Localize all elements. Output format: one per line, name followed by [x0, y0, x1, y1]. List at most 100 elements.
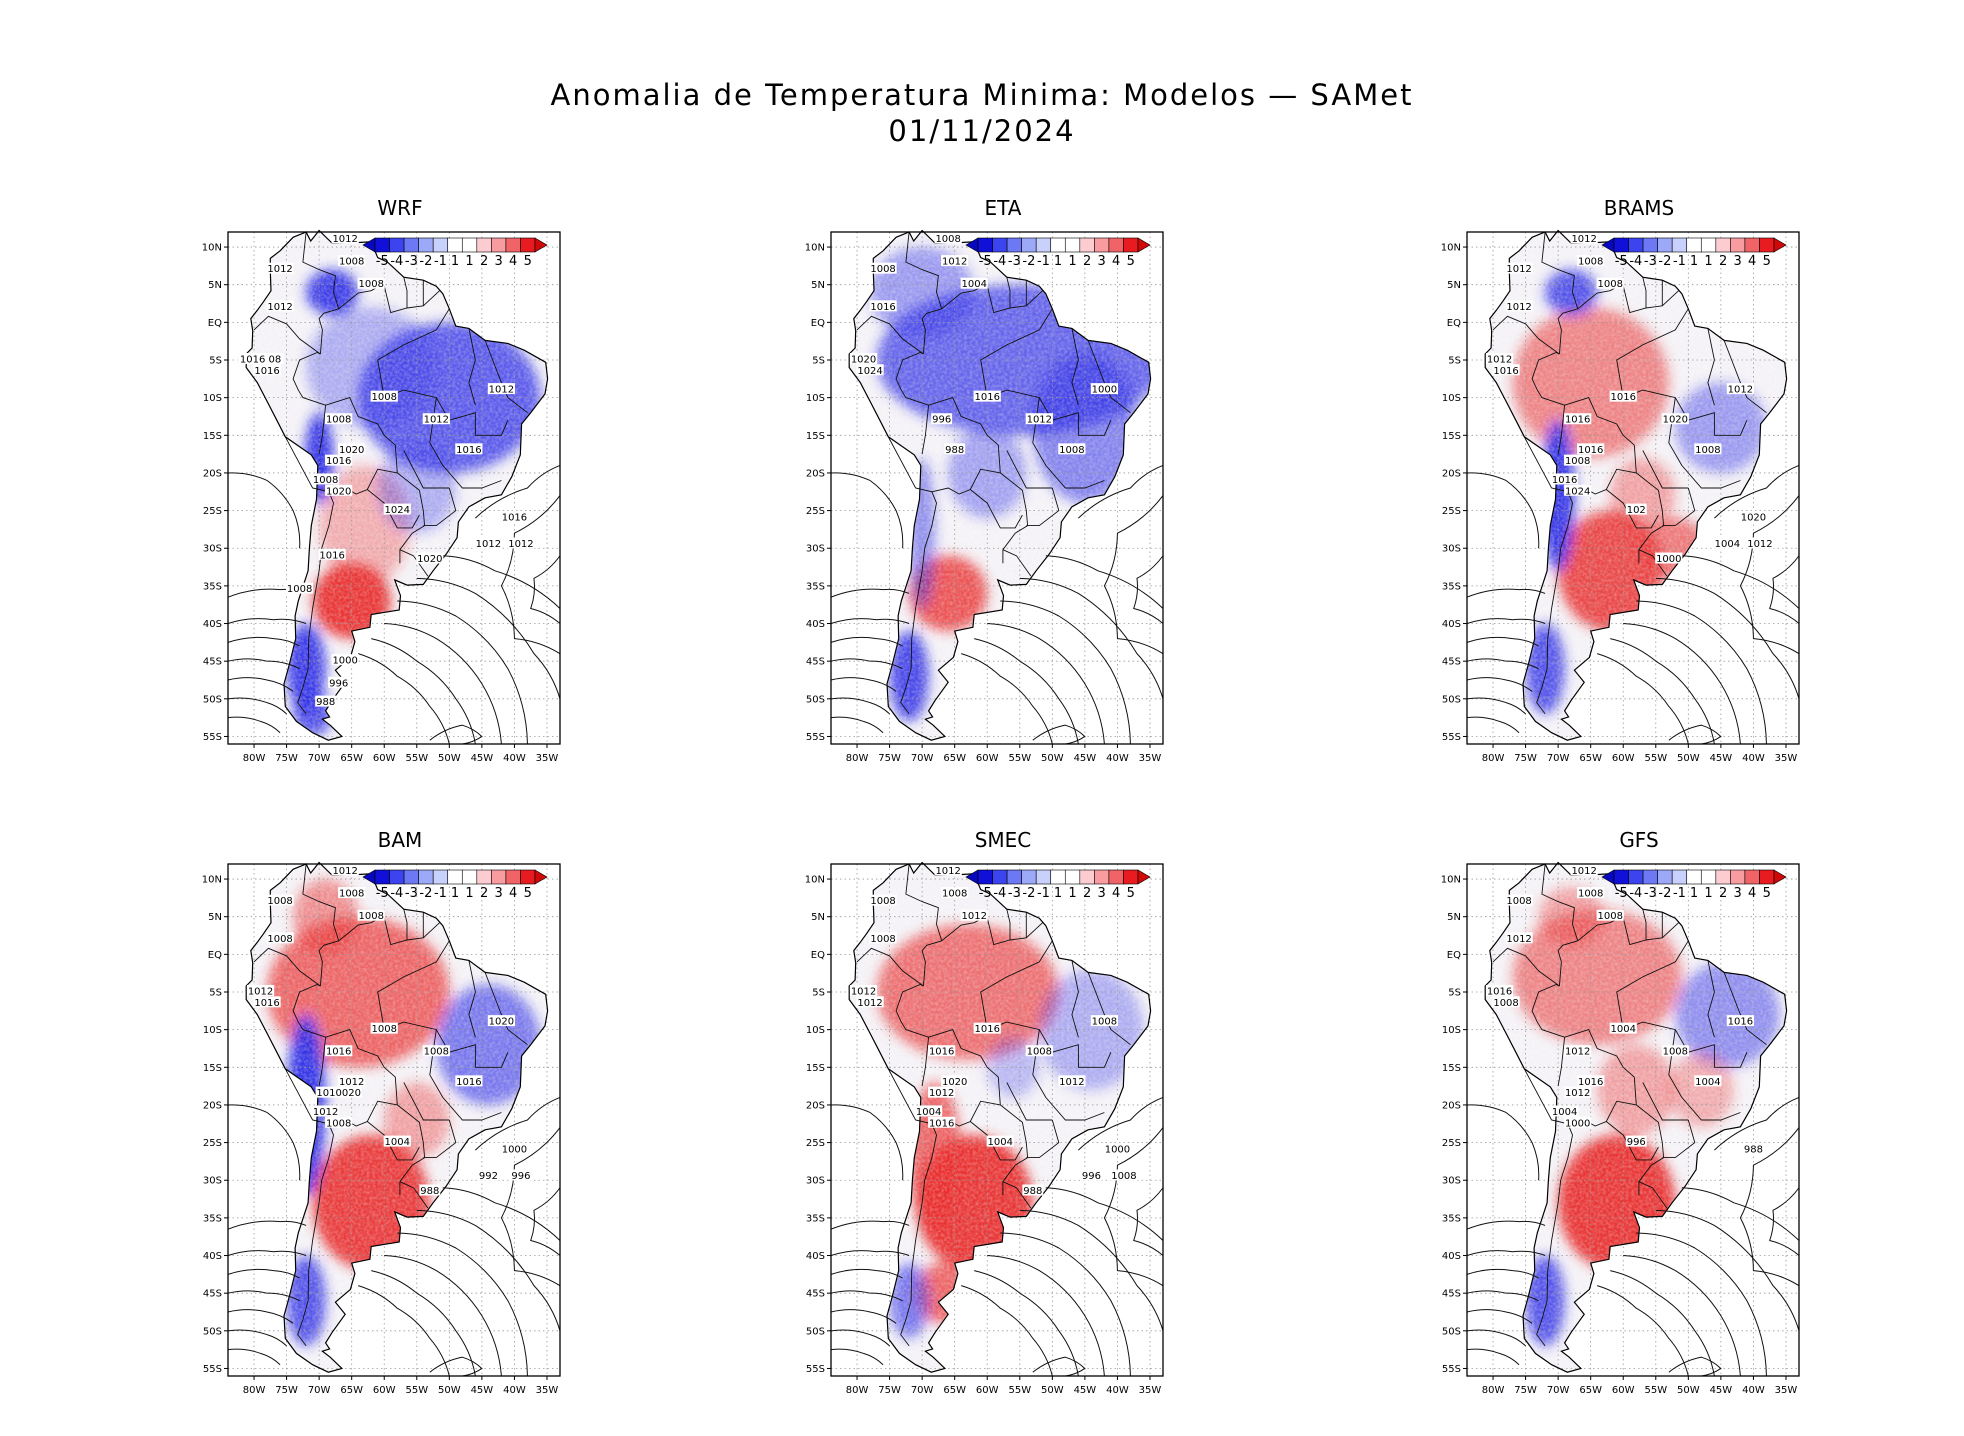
colorbar-swatch [1628, 237, 1644, 253]
isobar-label: 1000 [331, 654, 359, 667]
lon-tick-label: 75W [1514, 753, 1537, 764]
colorbar: -5 -4 -3 -2 -1 1 1 2 3 4 5 [1601, 869, 1787, 901]
colorbar-swatch [1613, 237, 1629, 253]
svg-text:1012: 1012 [332, 234, 357, 245]
svg-text:1020: 1020 [489, 1017, 514, 1028]
isobars [1466, 1096, 1800, 1377]
lat-tick-label: 35S [203, 581, 222, 592]
lon-tick-label: 60W [1612, 1385, 1635, 1396]
svg-text:1012: 1012 [961, 911, 986, 922]
colorbar-label: -2 [1022, 886, 1035, 901]
colorbar-label: -3 [405, 254, 418, 269]
map-bam: 1012 1008 1008 1008 1008 1012 1016 1008 1008 1016… [190, 860, 610, 1400]
lon-tick-label: 60W [976, 753, 999, 764]
isobar-label: 1008 [869, 262, 897, 275]
lat-tick-label: 50S [806, 1326, 825, 1337]
isobar-label: 1008 [1661, 1045, 1689, 1058]
isobar-label: 1016 [1726, 1015, 1755, 1028]
isobar-label: 1020 [1661, 413, 1689, 426]
colorbar-label: -4 [390, 886, 403, 901]
svg-text:1016: 1016 [1487, 987, 1512, 998]
lon-tick-label: 60W [1612, 753, 1635, 764]
svg-text:1016: 1016 [929, 1047, 954, 1058]
svg-text:1012: 1012 [476, 539, 501, 550]
svg-text:1016: 1016 [975, 1024, 1000, 1035]
svg-text:1004: 1004 [988, 1137, 1013, 1148]
isobar-label: 1008 [325, 1116, 353, 1129]
svg-text:1004: 1004 [961, 279, 986, 290]
colorbar-swatch [1657, 237, 1673, 253]
svg-text:1004: 1004 [385, 1137, 410, 1148]
svg-text:1016: 1016 [975, 392, 1000, 403]
svg-text:1008: 1008 [1027, 1047, 1052, 1058]
colorbar-swatch [1094, 237, 1110, 253]
lon-tick-label: 40W [503, 753, 526, 764]
isobar-label: 1012 [1485, 353, 1514, 366]
isobar-label: 996 [1080, 1169, 1102, 1182]
svg-text:1012: 1012 [508, 539, 533, 550]
isobar-label: 988 [315, 695, 337, 708]
lon-tick-label: 65W [943, 753, 966, 764]
colorbar-label: -1 [1673, 254, 1686, 269]
lon-tick-label: 60W [373, 1385, 396, 1396]
isobar-label: 1012 [331, 864, 359, 877]
lat-tick-label: 40S [806, 619, 825, 630]
colorbar-swatch [1108, 237, 1124, 253]
isobar-label: 996 [510, 1169, 532, 1182]
lon-tick-label: 75W [275, 1385, 298, 1396]
svg-text:1012: 1012 [942, 257, 967, 268]
map-wrf: 1012 1012 1008 1008 1012 1016 08 1016 1008 1012 1… [190, 228, 610, 768]
isobar-label: 1012 [928, 1086, 956, 1099]
colorbar-swatch [505, 869, 521, 885]
isobar-label: 1012 [331, 232, 359, 245]
svg-text:1008: 1008 [372, 392, 397, 403]
isobar-label: 1024 [383, 503, 411, 516]
lat-tick-label: 50S [203, 694, 222, 705]
lon-tick-label: 80W [846, 1385, 869, 1396]
lon-tick-label: 75W [275, 753, 298, 764]
plot-frame [1466, 863, 1800, 1377]
colorbar-label: 1 [1690, 886, 1698, 901]
plot-frame [830, 231, 1164, 745]
svg-text:1012: 1012 [313, 1107, 338, 1118]
lat-tick-label: 5S [1448, 356, 1461, 367]
panel-gfs: GFS 1012 1008 1008 1008 1012 1016 1008 1004 1008… [1429, 828, 1849, 1428]
isobar-label: 1008 [357, 909, 385, 922]
lat-tick-label: 5S [209, 988, 222, 999]
lat-tick-label: 5N [811, 280, 825, 291]
lon-tick-label: 65W [340, 1385, 363, 1396]
svg-text:996: 996 [1627, 1137, 1646, 1148]
isobar-label: 1008 [422, 1045, 450, 1058]
colorbar-label: 4 [1112, 254, 1120, 269]
isobar-label: 1000 [500, 1143, 529, 1156]
colorbar: -5 -4 -3 -2 -1 1 1 2 3 4 5 [965, 237, 1151, 269]
plot-frame [1466, 231, 1800, 745]
map-svg: 1012101210081008101210121016101610201008… [1441, 229, 1800, 764]
svg-text:1012: 1012 [248, 987, 273, 998]
lat-tick-label: 10N [805, 875, 825, 886]
lat-tick-label: EQ [208, 950, 222, 961]
lon-tick-label: 35W [1139, 753, 1162, 764]
isobar-label: 1004 [1551, 1105, 1579, 1118]
lat-tick-label: 5N [208, 912, 222, 923]
lat-tick-label: 10S [203, 393, 222, 404]
svg-text:1016: 1016 [1565, 415, 1590, 426]
svg-text:1012: 1012 [1571, 866, 1596, 877]
panel-brams: BRAMS 1012 1012 1008 1008 1012 1012 1016 1016 10… [1429, 196, 1849, 796]
isobar-label: 1008 [1564, 454, 1592, 467]
svg-text:1016: 1016 [254, 998, 279, 1009]
colorbar-label: 3 [494, 254, 502, 269]
colorbar-label: 2 [1083, 886, 1091, 901]
isobar-label: 1012 [856, 996, 884, 1009]
colorbar-swatch [1079, 237, 1095, 253]
svg-text:988: 988 [1744, 1145, 1763, 1156]
colorbar-label: -3 [1008, 886, 1021, 901]
svg-text:1004: 1004 [1715, 539, 1740, 550]
svg-text:1008: 1008 [1578, 889, 1603, 900]
lat-tick-label: 55S [203, 1364, 222, 1375]
svg-text:1020: 1020 [942, 1077, 967, 1088]
panel-title: BAM [377, 828, 423, 852]
svg-text:1012: 1012 [1747, 539, 1772, 550]
svg-text:1008: 1008 [1663, 1047, 1688, 1058]
